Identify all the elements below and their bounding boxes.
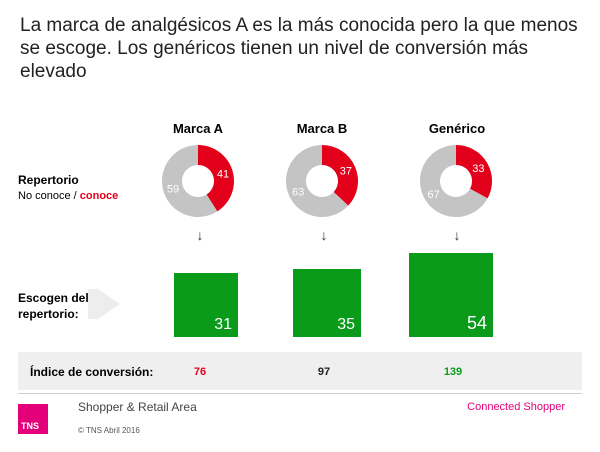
- donut-marca-b: 37 63: [286, 145, 358, 217]
- escogen-label-line-1: Escogen del: [18, 291, 89, 305]
- bar-value-marca-b: 35: [337, 316, 355, 333]
- footer-divider: [18, 393, 582, 394]
- bar-marca-b: 35: [293, 269, 361, 337]
- footer-copyright: © TNS Abril 2016: [78, 426, 140, 435]
- donut-slice-no-conoce: [420, 145, 488, 217]
- tns-logo: TNS: [18, 404, 48, 434]
- footer-connected-shopper: Connected Shopper: [467, 401, 565, 413]
- indice-value-generico: 139: [443, 366, 463, 378]
- donut-slice-conoce: [198, 145, 234, 212]
- indice-value-marca-a: 76: [193, 366, 207, 378]
- column-header-generico: Genérico: [428, 121, 486, 136]
- donut-generico: 33 67: [420, 145, 492, 217]
- donut-label-conoce: 41: [217, 169, 229, 181]
- repertorio-legend: No conoce / conoce: [18, 190, 118, 202]
- donut-label-no-conoce: 67: [427, 189, 439, 201]
- column-header-marca-b: Marca B: [296, 121, 348, 136]
- donut-slice-no-conoce: [162, 145, 218, 217]
- down-arrow-icon: ↓: [453, 227, 461, 243]
- bar-value-generico: 54: [466, 313, 487, 333]
- indice-value-marca-b: 97: [317, 366, 331, 378]
- donut-slice-no-conoce: [286, 145, 349, 217]
- donut-label-no-conoce: 63: [292, 186, 304, 198]
- donut-label-no-conoce: 59: [167, 183, 179, 195]
- bar-generico: 54: [409, 253, 493, 337]
- donut-marca-a: 41 59: [162, 145, 234, 217]
- escogen-label: Escogen del repertorio:: [18, 290, 89, 322]
- indice-label: Índice de conversión:: [30, 365, 154, 379]
- chevron-band: [88, 289, 98, 319]
- down-arrow-icon: ↓: [320, 227, 328, 243]
- footer-area: Shopper & Retail Area: [78, 400, 197, 414]
- chevron-right-icon: [98, 289, 120, 319]
- legend-conoce: conoce: [79, 190, 119, 202]
- down-arrow-icon: ↓: [196, 227, 204, 243]
- donut-label-conoce: 33: [472, 163, 484, 175]
- repertorio-label: Repertorio: [18, 173, 79, 187]
- bar-value-marca-a: 31: [214, 316, 232, 333]
- page-title: La marca de analgésicos A es la más cono…: [20, 15, 578, 82]
- legend-no-conoce: No conoce /: [18, 190, 80, 202]
- donut-slice-conoce: [456, 145, 492, 199]
- indice-band: [18, 352, 582, 390]
- escogen-label-line-2: repertorio:: [18, 307, 79, 321]
- bar-marca-a: 31: [174, 273, 238, 337]
- donut-slice-conoce: [322, 145, 358, 206]
- donut-label-conoce: 37: [340, 166, 352, 178]
- logo-text: TNS: [21, 421, 39, 431]
- column-header-marca-a: Marca A: [172, 121, 224, 136]
